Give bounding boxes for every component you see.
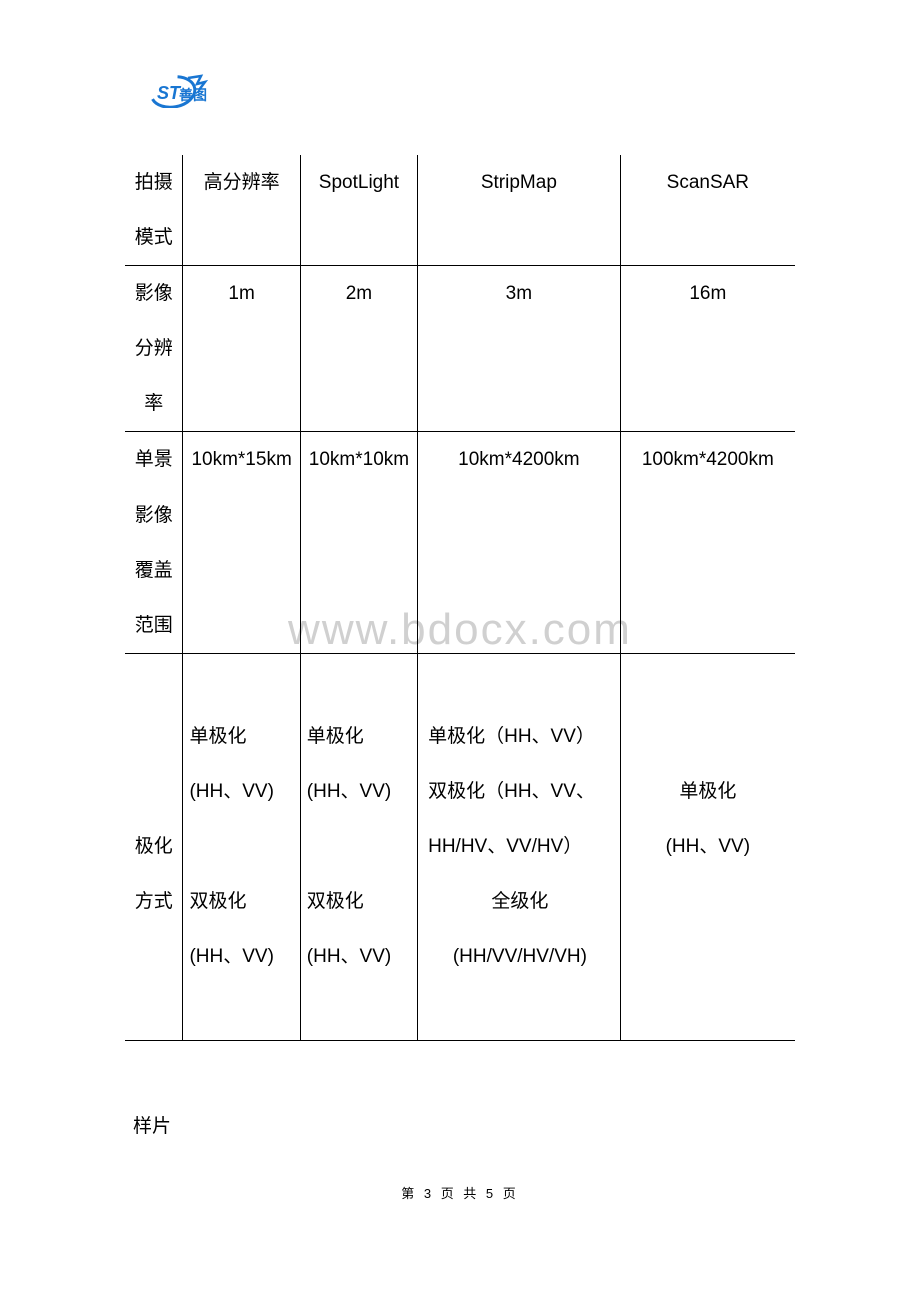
row-label: 模式: [125, 210, 183, 266]
cell: 100km*4200km: [620, 432, 795, 488]
row-label: 范围: [125, 598, 183, 654]
cell: ScanSAR: [620, 155, 795, 210]
cell: 单极化 (HH、VV) 双极化 (HH、VV): [183, 653, 300, 1040]
row-label: 极化方式: [125, 653, 183, 1040]
cell: StripMap: [418, 155, 621, 210]
row-label: 拍摄: [125, 155, 183, 210]
cell: 10km*10km: [300, 432, 417, 488]
cell: SpotLight: [300, 155, 417, 210]
row-label: 单景: [125, 432, 183, 488]
row-label: 影像: [125, 266, 183, 322]
cell: 单极化（HH、VV） 双极化（HH、VV、HH/HV、VV/HV） 全级化 (H…: [418, 653, 621, 1040]
cell: 2m: [300, 266, 417, 322]
cell: 高分辨率: [183, 155, 300, 210]
cell: 16m: [620, 266, 795, 322]
logo: ST 善图: [143, 70, 213, 108]
row-label: 率: [125, 376, 183, 432]
row-label: 覆盖: [125, 543, 183, 598]
cell: 10km*4200km: [418, 432, 621, 488]
cell: 单极化(HH、VV): [620, 653, 795, 1040]
cell: 单极化 (HH、VV) 双极化 (HH、VV): [300, 653, 417, 1040]
cell: 1m: [183, 266, 300, 322]
spec-table: 拍摄 高分辨率 SpotLight StripMap ScanSAR 模式 影像…: [125, 155, 795, 1041]
row-label: 影像: [125, 488, 183, 543]
body-text: 样片: [133, 1111, 795, 1138]
cell: 10km*15km: [183, 432, 300, 488]
page-footer: 第 3 页 共 5 页: [0, 1183, 920, 1202]
cell: 3m: [418, 266, 621, 322]
row-label: 分辨: [125, 321, 183, 376]
svg-text:善图: 善图: [179, 87, 207, 104]
